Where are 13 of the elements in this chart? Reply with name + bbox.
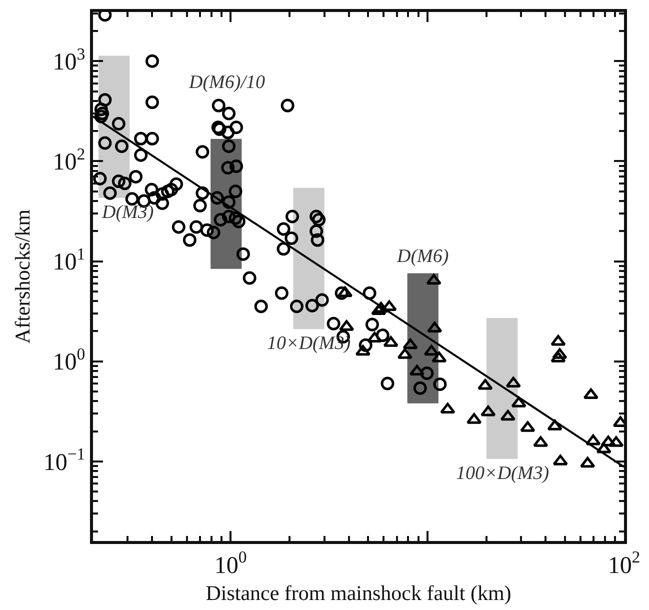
y-tick-label: 10$^{0}$ [52, 344, 86, 376]
annotation: D(M6) [396, 246, 449, 267]
annotation: 100×D(M3) [456, 463, 550, 484]
y-tick-label: 10$^{3}$ [52, 44, 86, 76]
y-tick-label: 10$^{2}$ [52, 144, 86, 176]
annotation: D(M3) [101, 202, 154, 223]
annotation: 10×D(M3) [267, 333, 351, 354]
y-tick-label: 10$^{−1}$ [43, 444, 86, 476]
annotation: D(M6)/10 [188, 72, 266, 93]
y-axis-title: Aftershocks/km [10, 209, 34, 344]
bar [486, 318, 518, 459]
x-axis-title: Distance from mainshock fault (km) [206, 581, 512, 605]
y-tick-label: 10$^{1}$ [52, 244, 86, 276]
